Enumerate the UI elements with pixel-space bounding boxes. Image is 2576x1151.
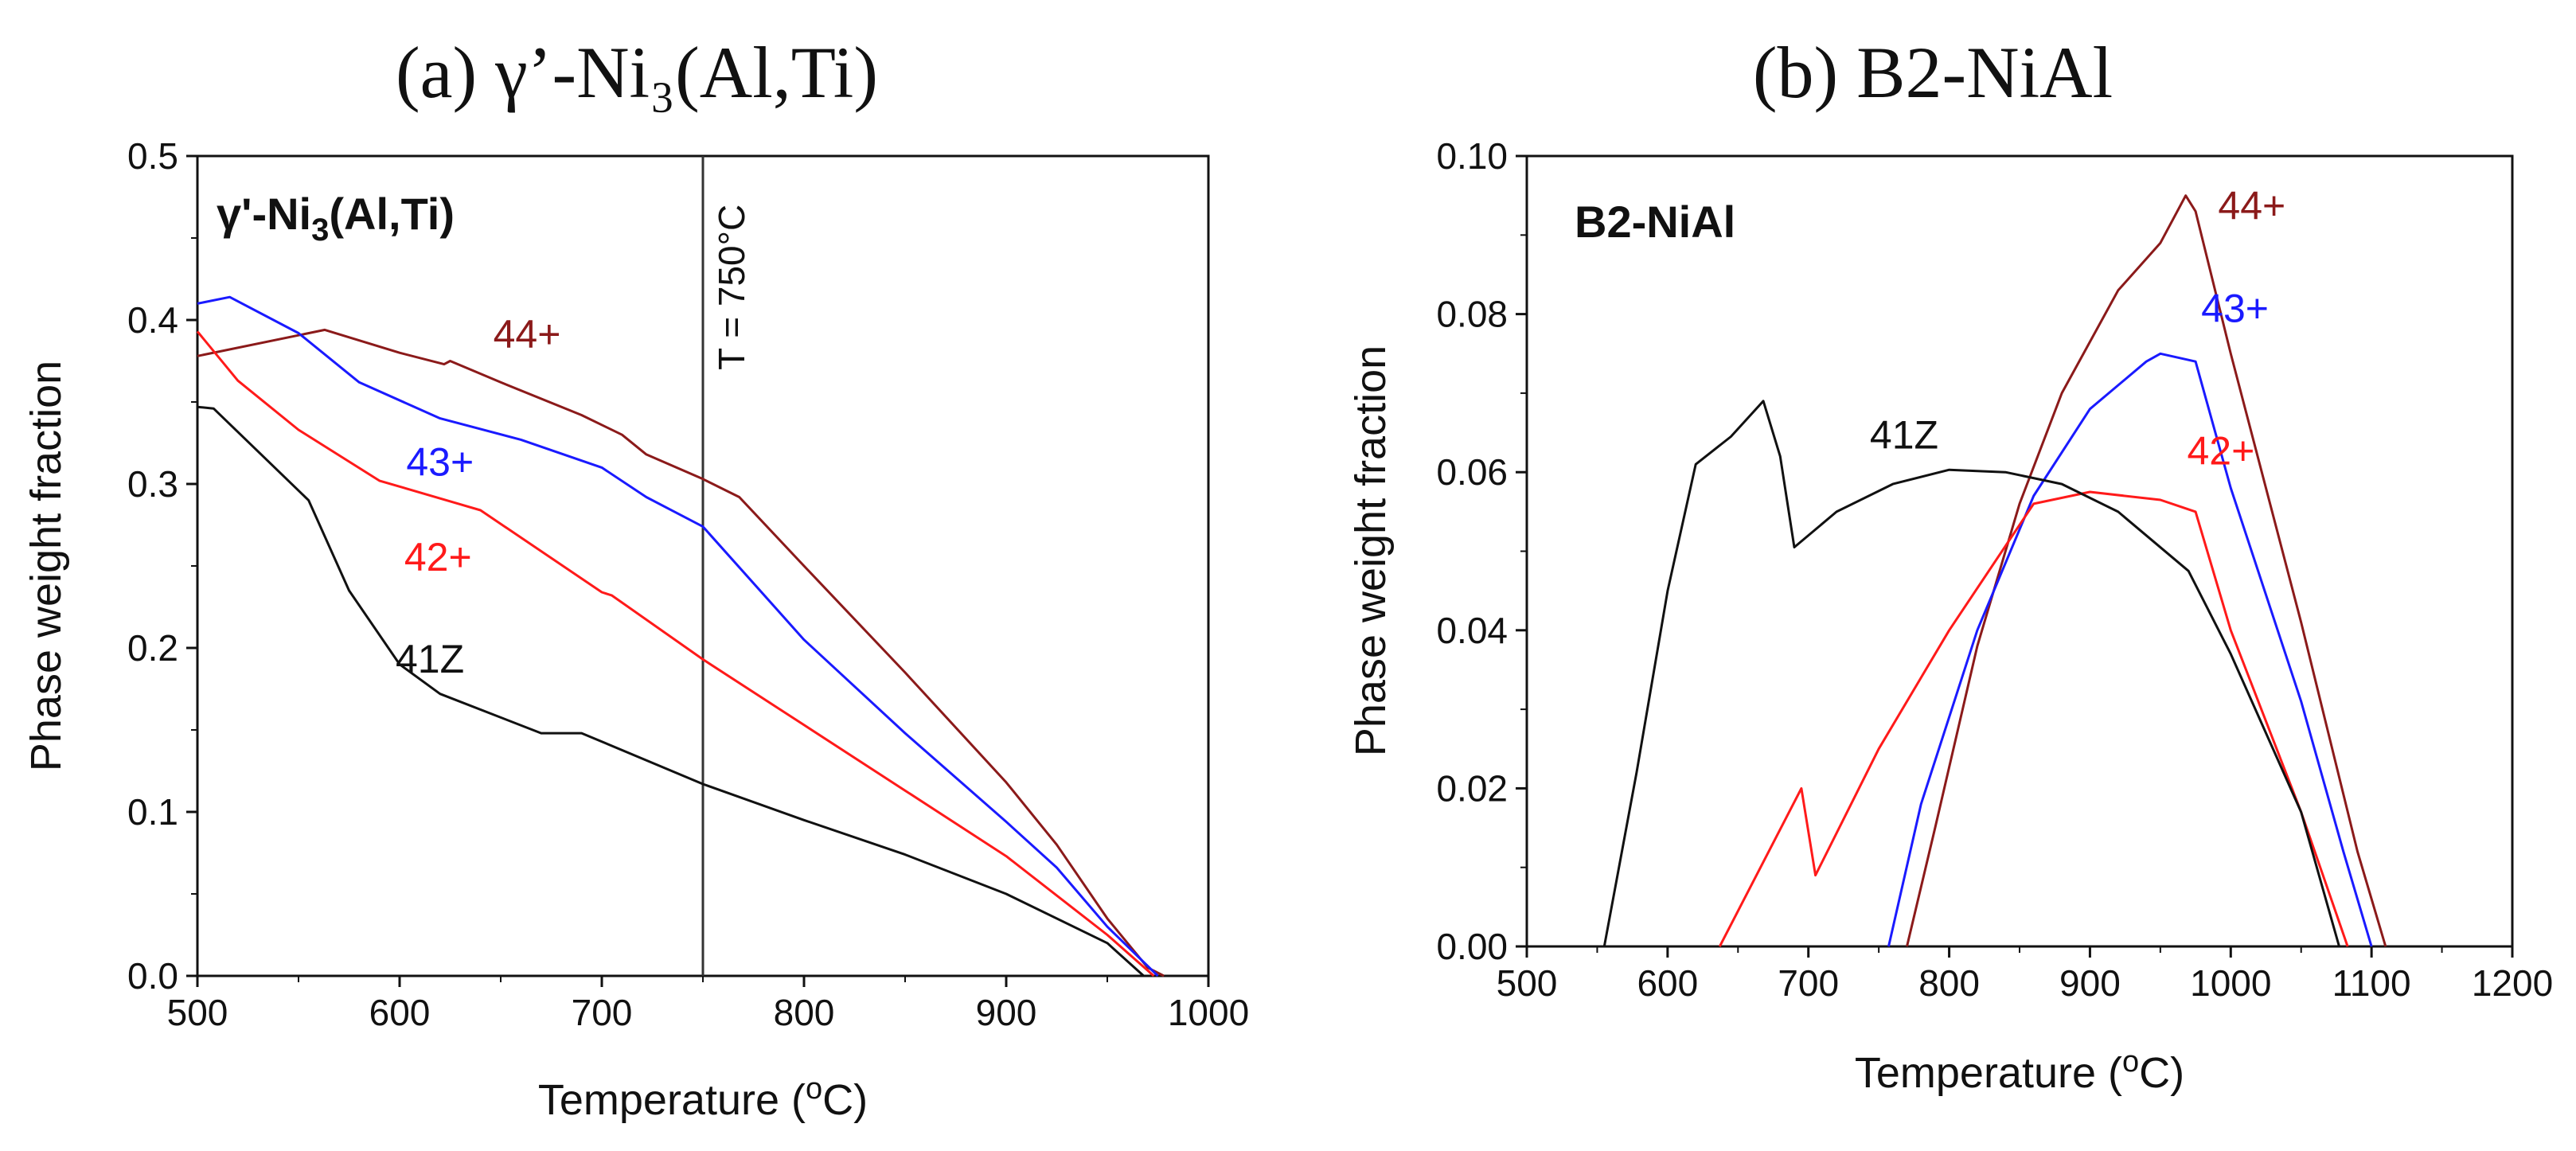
panel-a-title: (a) γ’-Ni₃(Al,Ti) bbox=[396, 32, 878, 113]
x-tick-label: 800 bbox=[1918, 962, 1980, 1004]
panel-a-inset-label: γ'-Ni3(Al,Ti) bbox=[217, 189, 455, 248]
panel-b-title: (b) B2-NiAl bbox=[1753, 32, 2113, 113]
y-tick-label: 0.00 bbox=[1436, 926, 1508, 967]
y-tick-label: 0.08 bbox=[1436, 294, 1508, 335]
y-tick-label: 0.5 bbox=[127, 135, 178, 177]
panel-a: (a) γ’-Ni₃(Al,Ti) 500 600 700 800 900 1000 0.0… bbox=[22, 32, 1249, 1124]
series-label-43plus: 43+ bbox=[406, 440, 474, 485]
series-label-43plus: 43+ bbox=[2201, 287, 2269, 331]
panel-b-plot-frame bbox=[1525, 154, 2514, 948]
panel-a-reference-line-label: T = 750°C bbox=[711, 205, 752, 370]
y-tick-label: 0.06 bbox=[1436, 451, 1508, 493]
x-tick-label: 900 bbox=[2059, 962, 2121, 1004]
series-line-42plus bbox=[196, 330, 1155, 977]
series-label-41z: 41Z bbox=[396, 637, 464, 681]
y-tick-label: 0.1 bbox=[127, 791, 178, 833]
x-tick-label: 700 bbox=[1778, 962, 1839, 1004]
x-tick-label: 500 bbox=[1497, 962, 1558, 1004]
x-tick-label: 600 bbox=[369, 992, 431, 1033]
panel-b-x-axis-label: Temperature (oC) bbox=[1855, 1045, 2184, 1097]
series-line-44plus bbox=[197, 328, 1165, 977]
y-tick-label: 0.2 bbox=[127, 627, 178, 669]
series-line-41z bbox=[1602, 400, 2340, 947]
series-label-44plus: 44+ bbox=[2218, 183, 2285, 228]
x-tick-label: 900 bbox=[976, 992, 1037, 1033]
x-tick-label: 700 bbox=[572, 992, 633, 1033]
panel-a-x-axis-label: Temperature (oC) bbox=[538, 1072, 868, 1124]
x-tick-label: 1000 bbox=[1168, 992, 1249, 1033]
series-label-44plus: 44+ bbox=[494, 312, 561, 357]
panel-b-y-axis-label: Phase weight fraction bbox=[1347, 345, 1395, 756]
series-label-42plus: 42+ bbox=[2187, 428, 2254, 473]
x-tick-label: 600 bbox=[1637, 962, 1698, 1004]
series-label-41z: 41Z bbox=[1870, 412, 1938, 457]
series-line-41z bbox=[197, 405, 1145, 977]
series-line-43plus bbox=[197, 295, 1159, 977]
y-tick-label: 0.10 bbox=[1436, 135, 1508, 177]
y-tick-label: 0.4 bbox=[127, 299, 178, 341]
series-label-42plus: 42+ bbox=[404, 535, 472, 579]
x-tick-label: 1200 bbox=[2472, 962, 2553, 1004]
y-tick-label: 0.3 bbox=[127, 463, 178, 505]
y-tick-label: 0.0 bbox=[127, 955, 178, 997]
y-tick-label: 0.04 bbox=[1436, 610, 1508, 651]
series-line-44plus bbox=[1906, 194, 2387, 947]
x-tick-label: 500 bbox=[167, 992, 228, 1033]
series-line-43plus bbox=[1887, 352, 2373, 947]
y-tick-label: 0.02 bbox=[1436, 767, 1508, 809]
series-line-42plus bbox=[1718, 490, 2349, 947]
x-tick-label: 800 bbox=[774, 992, 835, 1033]
x-tick-label: 1100 bbox=[2332, 962, 2411, 1004]
x-tick-label: 1000 bbox=[2190, 962, 2271, 1004]
panel-a-y-axis-label: Phase weight fraction bbox=[22, 361, 70, 771]
panel-b: (b) B2-NiAl 500 600 700 800 900 1000 1100 1200 0… bbox=[1347, 32, 2553, 1097]
panel-b-inset-label: B2-NiAl bbox=[1575, 197, 1735, 247]
